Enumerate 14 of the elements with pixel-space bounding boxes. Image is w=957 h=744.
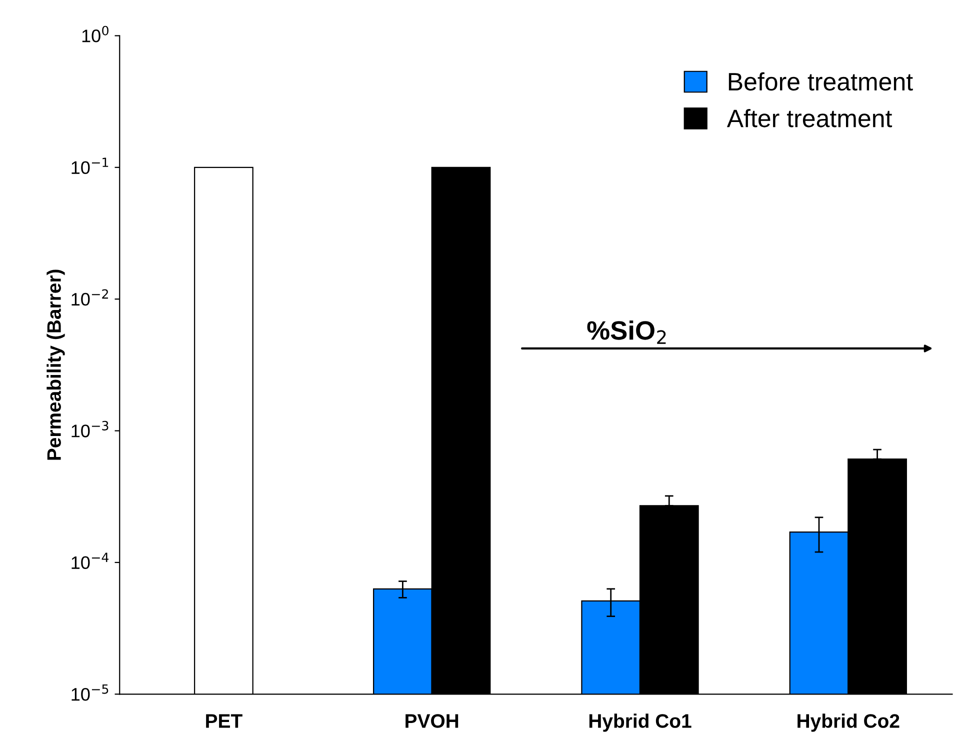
y-tick-label: 10$^{−1}$ (72, 158, 108, 174)
y-tick-label: 10$^{−3}$ (72, 420, 108, 438)
y-tick-label: 10$^{−5}$ (72, 684, 108, 701)
x-tick-label: Hybrid Co1 (589, 714, 692, 732)
x-tick-label: Hybrid Co2 (798, 714, 900, 732)
annotation: %SiO$_{2}$ (587, 320, 666, 344)
x-tick-label: PET (206, 714, 242, 728)
x-tick-label: PVOH (406, 714, 458, 728)
y-tick-label: 10$^{−4}$ (72, 552, 109, 570)
y-axis-title: Permeability (Barrer) (46, 270, 65, 460)
y-tick-label: 10$^{0}$ (82, 26, 108, 42)
legend-label: Before treatment (728, 72, 913, 91)
legend-label: After treatment (726, 108, 892, 128)
y-tick-label: 10$^{−2}$ (72, 289, 108, 306)
